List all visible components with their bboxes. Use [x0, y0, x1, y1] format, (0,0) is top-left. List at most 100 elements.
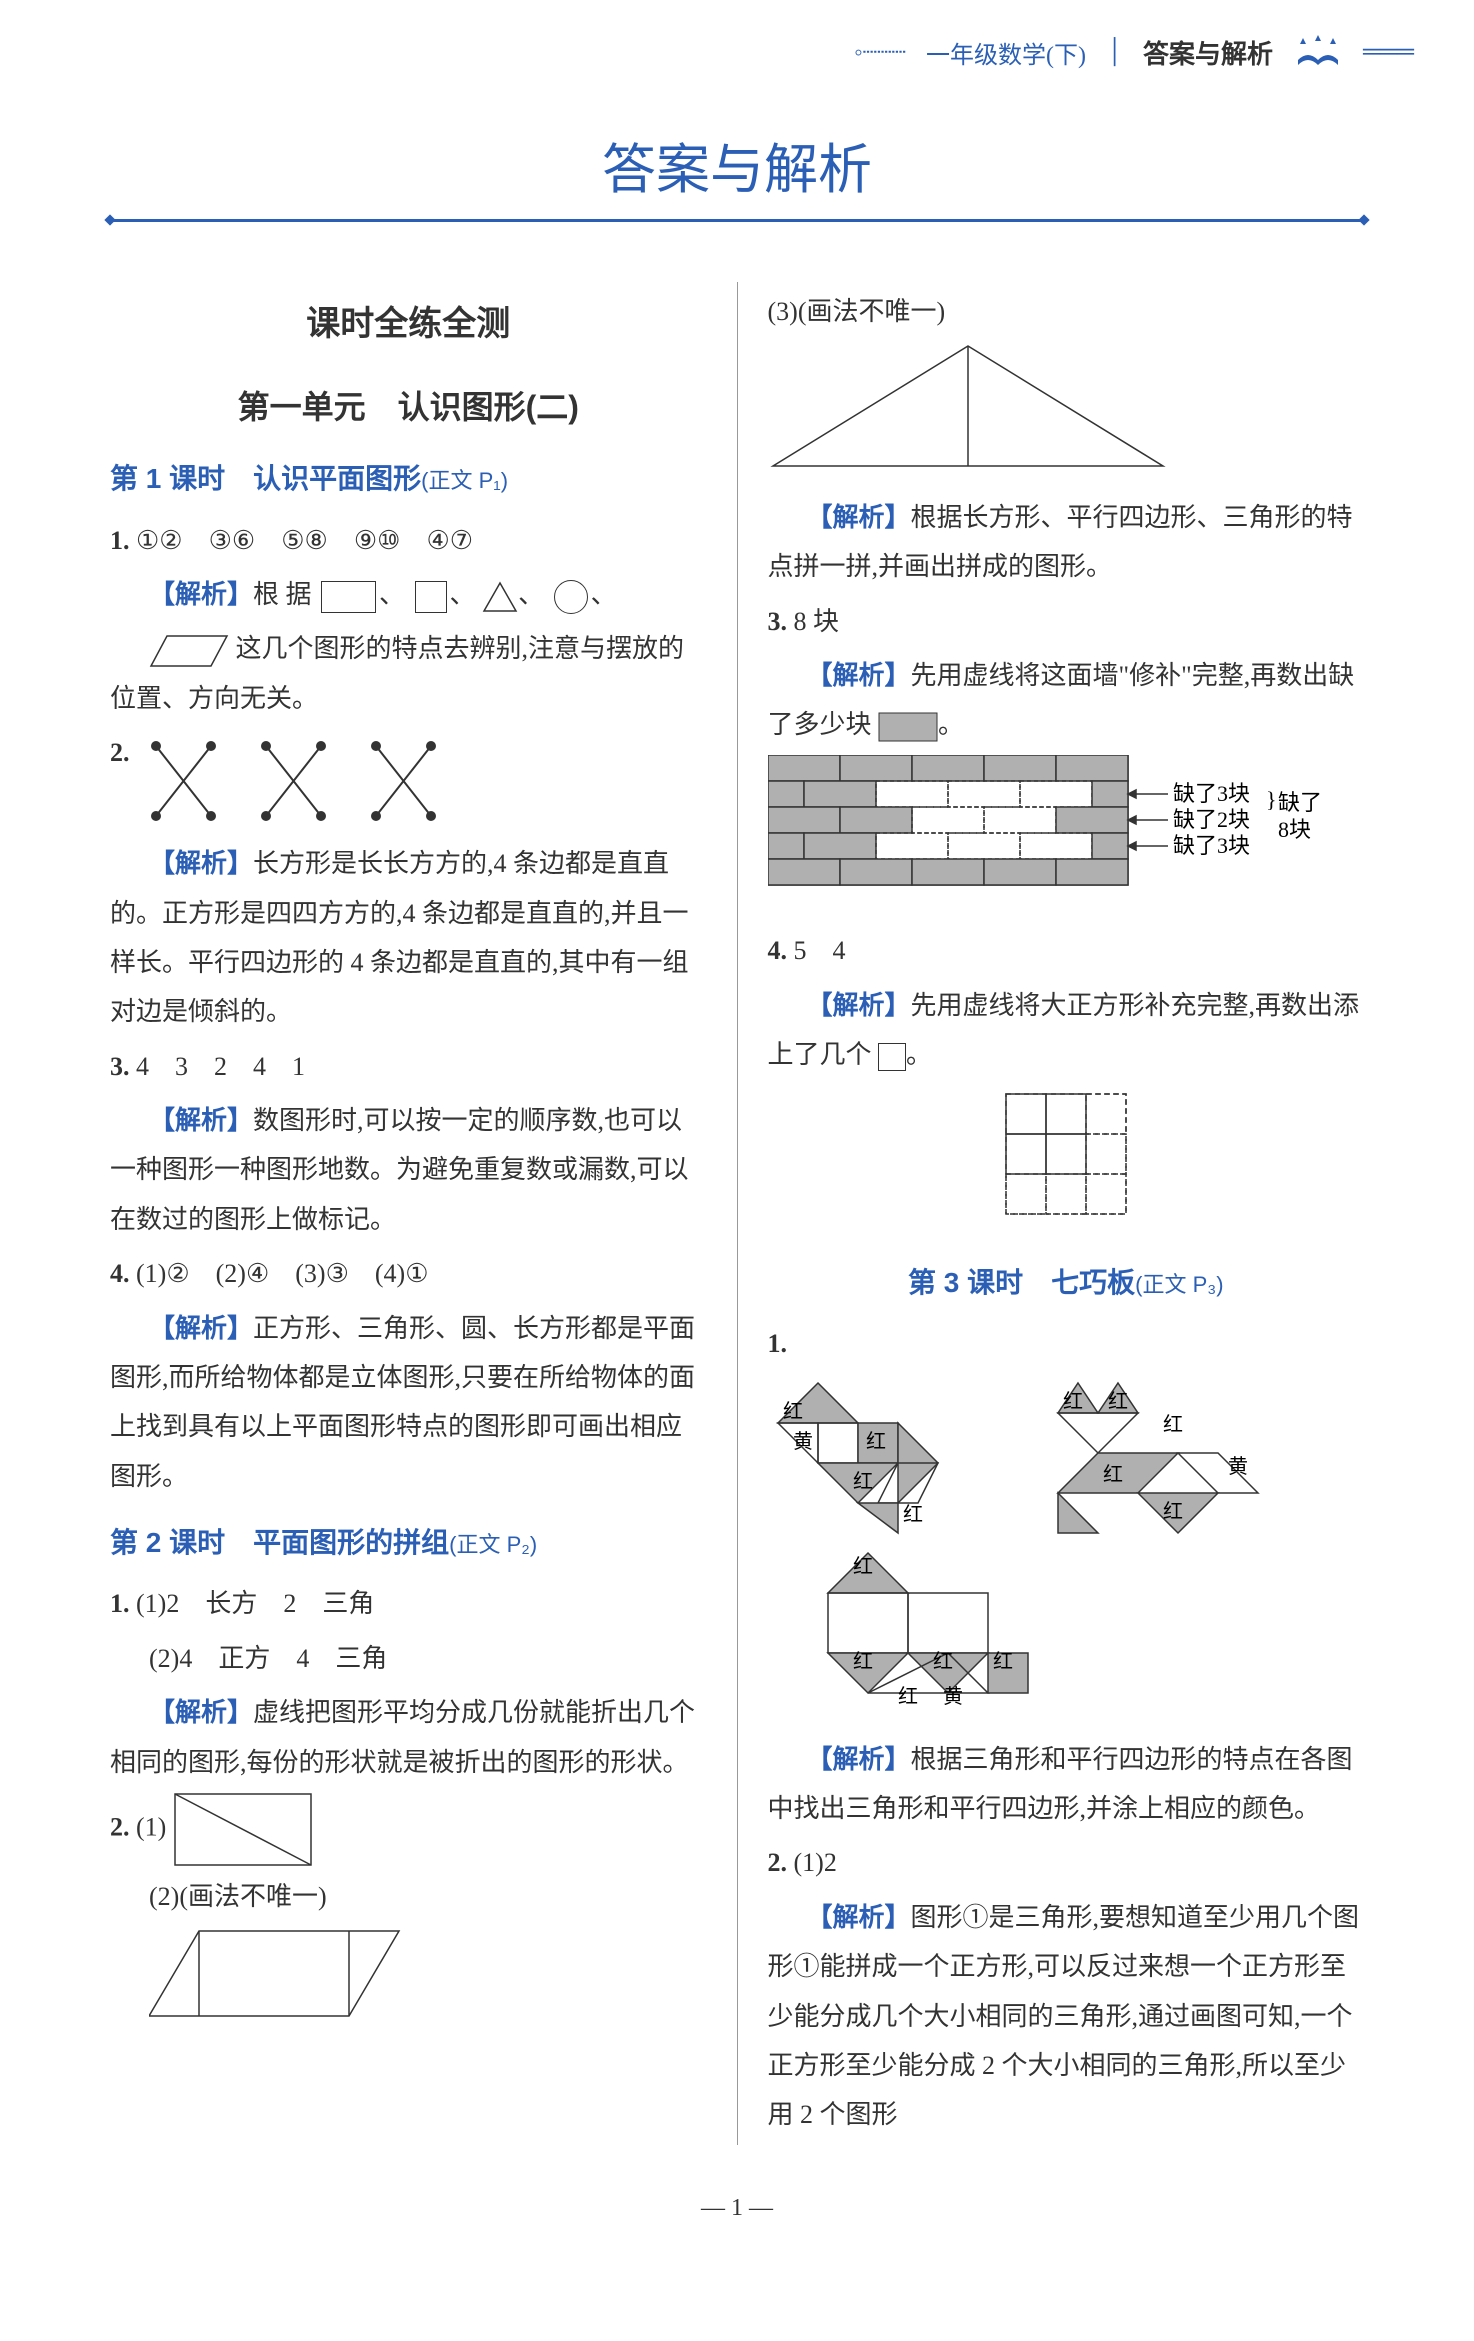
- header-section: 答案与解析: [1143, 34, 1273, 71]
- lesson1-title: 第 1 课时 认识平面图形(正文 P₁): [110, 452, 707, 505]
- l2q2-diagram2: [110, 1926, 707, 2037]
- l2q1-l1: (1)2 长方 2 三角: [136, 1589, 374, 1618]
- rq4-grid: [768, 1084, 1365, 1240]
- lesson2-title: 第 2 课时 平面图形的拼组(正文 P₂): [110, 1516, 707, 1569]
- svg-text:红: 红: [933, 1650, 953, 1673]
- title-underline: [110, 219, 1364, 222]
- r-triangle-diagram: [768, 341, 1365, 487]
- q4-analysis: 【解析】正方形、三角形、圆、长方形都是平面图形,而所给物体都是立体图形,只要在所…: [110, 1304, 707, 1502]
- q2: 2.: [110, 728, 707, 834]
- rq3: 3. 8 块: [768, 597, 1365, 646]
- brick-wall: 缺了3块 缺了2块 缺了3块 } 缺了 8块: [768, 755, 1328, 905]
- q2-num: 2.: [110, 738, 130, 767]
- brick-r2: 缺了2块: [1173, 807, 1250, 832]
- svg-text:红: 红: [853, 1555, 873, 1578]
- q2-label: 【解析】: [149, 848, 253, 878]
- brick-total-1: 缺了: [1278, 790, 1322, 815]
- rq3-label: 【解析】: [807, 660, 911, 690]
- rect-icon: [321, 581, 376, 613]
- brick-wall-diagram: 缺了3块 缺了2块 缺了3块 } 缺了 8块: [768, 755, 1365, 921]
- q3-num: 3.: [110, 1052, 130, 1081]
- lesson3-prefix: 第 3 课时: [908, 1267, 1023, 1298]
- q1-analysis: 【解析】根 据 、 、 、 、: [110, 570, 707, 619]
- rq4-num: 4.: [768, 936, 788, 965]
- r-l2q2-label: 【解析】: [807, 502, 911, 532]
- l2q2: 2. (1): [110, 1792, 707, 1867]
- lesson1-name: 认识平面图形: [253, 463, 421, 494]
- q1-num: 1.: [110, 526, 130, 555]
- main-title-wrap: 答案与解析: [0, 85, 1474, 252]
- header-line: ═══: [1363, 39, 1414, 66]
- triangle-icon: [482, 581, 518, 613]
- q1-pre: 根 据: [253, 580, 312, 609]
- svg-text:红: 红: [1163, 1500, 1183, 1523]
- r-part3: (3)(画法不唯一): [768, 287, 1365, 336]
- q4-label: 【解析】: [149, 1313, 253, 1343]
- l2q2-para-diagram: [149, 1926, 429, 2021]
- page-footer: — 1 —: [0, 2175, 1474, 2242]
- q4-answer: (1)② (2)④ (3)③ (4)①: [136, 1259, 429, 1288]
- l3q2-answer: (1)2: [794, 1848, 837, 1877]
- brick-r3: 缺了3块: [1173, 833, 1250, 858]
- l3q2-num: 2.: [768, 1848, 788, 1877]
- svg-text:红: 红: [903, 1503, 923, 1526]
- l3q2-text: 图形①是三角形,要想知道至少用几个图形①能拼成一个正方形,可以反过来想一个正方形…: [768, 1903, 1360, 2130]
- svg-text:红: 红: [1063, 1390, 1083, 1413]
- q2-match-diagram: [136, 736, 516, 826]
- svg-text:黄: 黄: [943, 1685, 963, 1708]
- l2q1-num: 1.: [110, 1589, 130, 1618]
- svg-text:红: 红: [993, 1650, 1013, 1673]
- triangle-split-diagram: [768, 341, 1168, 471]
- brick-total-2: 8块: [1278, 817, 1311, 842]
- q3-analysis: 【解析】数图形时,可以按一定的顺序数,也可以一种图形一种图形地数。为避免重复数或…: [110, 1096, 707, 1244]
- l2q1-l2: (2)4 正方 4 三角: [110, 1634, 707, 1683]
- lesson1-ref: (正文 P₁): [421, 468, 508, 493]
- q1: 1. ①② ③⑥ ⑤⑧ ⑨⑩ ④⑦: [110, 516, 707, 565]
- l2q2-p2: (2)(画法不唯一): [110, 1872, 707, 1921]
- l3q1-analysis: 【解析】根据三角形和平行四边形的特点在各图中找出三角形和平行四边形,并涂上相应的…: [768, 1735, 1365, 1834]
- parallelogram-icon: [149, 634, 229, 668]
- lesson3-title: 第 3 课时 七巧板(正文 P₃): [768, 1256, 1365, 1309]
- svg-text:红: 红: [866, 1430, 886, 1453]
- l2q2-num: 2.: [110, 1812, 130, 1841]
- content: 课时全练全测 第一单元 认识图形(二) 第 1 课时 认识平面图形(正文 P₁)…: [0, 252, 1474, 2175]
- q1-analysis2: 这几个图形的特点去辨别,注意与摆放的位置、方向无关。: [110, 624, 707, 723]
- lesson3-ref: (正文 P₃): [1135, 1272, 1223, 1297]
- brick-small-icon: [878, 712, 938, 742]
- book-icon: [1293, 30, 1343, 75]
- svg-text:黄: 黄: [793, 1430, 813, 1453]
- l2q2-rect-diag: [173, 1792, 313, 1867]
- rq3-num: 3.: [768, 607, 788, 636]
- q4: 4. (1)② (2)④ (3)③ (4)①: [110, 1249, 707, 1298]
- l3q2-analysis: 【解析】图形①是三角形,要想知道至少用几个图形①能拼成一个正方形,可以反过来想一…: [768, 1893, 1365, 2140]
- page-header: ◦┈┈┈ 一年级数学(下) │ 答案与解析 ═══: [0, 0, 1474, 85]
- l2q1: 1. (1)2 长方 2 三角: [110, 1579, 707, 1628]
- svg-text:黄: 黄: [1228, 1455, 1248, 1478]
- rq4: 4. 5 4: [768, 926, 1365, 975]
- rq4-label: 【解析】: [807, 990, 911, 1020]
- rq3-answer: 8 块: [794, 607, 840, 636]
- rq3-analysis: 【解析】先用虚线将这面墙"修补"完整,再数出缺了多少块 。: [768, 651, 1365, 750]
- svg-text:红: 红: [898, 1685, 918, 1708]
- lesson2-ref: (正文 P₂): [449, 1532, 537, 1557]
- q3-label: 【解析】: [149, 1105, 253, 1135]
- rq4-answer: 5 4: [794, 936, 846, 965]
- l3q1-num: 1.: [768, 1329, 788, 1358]
- right-column: (3)(画法不唯一) 【解析】根据长方形、平行四边形、三角形的特点拼一拼,并画出…: [737, 282, 1365, 2145]
- grid-diagram: [996, 1084, 1136, 1224]
- svg-text:}: }: [1266, 787, 1277, 812]
- svg-text:红: 红: [853, 1470, 873, 1493]
- svg-text:红: 红: [853, 1650, 873, 1673]
- lesson2-name: 平面图形的拼组: [253, 1527, 449, 1558]
- lesson3-name: 七巧板: [1051, 1267, 1135, 1298]
- brick-r1: 缺了3块: [1173, 781, 1250, 806]
- header-grade: 一年级数学(下): [926, 35, 1086, 70]
- practice-title: 课时全练全测: [110, 292, 707, 357]
- q4-num: 4.: [110, 1259, 130, 1288]
- l3q1: 1.: [768, 1319, 1365, 1368]
- rq4-analysis: 【解析】先用虚线将大正方形补充完整,再数出添上了几个 。: [768, 981, 1365, 1080]
- l2q1-label: 【解析】: [149, 1697, 253, 1727]
- r-l2q2-analysis: 【解析】根据长方形、平行四边形、三角形的特点拼一拼,并画出拼成的图形。: [768, 493, 1365, 592]
- q1-answer: ①② ③⑥ ⑤⑧ ⑨⑩ ④⑦: [136, 526, 473, 555]
- q3-answer: 4 3 2 4 1: [136, 1052, 305, 1081]
